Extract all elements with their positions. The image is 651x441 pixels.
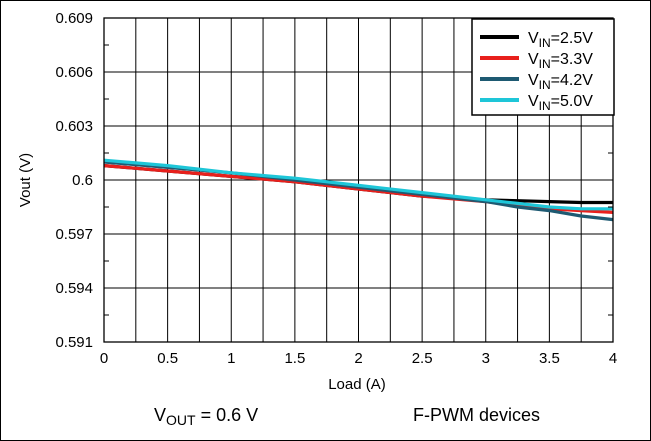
x-tick-label: 1.5 [284, 350, 305, 367]
y-tick-label: 0.609 [55, 10, 93, 27]
x-tick-label: 4 [609, 350, 617, 367]
x-tick-label: 3.5 [539, 350, 560, 367]
series-lines [103, 158, 614, 222]
x-tick-label: 2.5 [412, 350, 433, 367]
y-tick-label: 0.597 [55, 226, 93, 243]
x-tick-label: 2 [354, 350, 362, 367]
y-tick-labels: 0.591 0.594 0.597 0.6 0.603 0.606 0.609 [55, 10, 93, 351]
x-tick-labels: 0 0.5 1 1.5 2 2.5 3 3.5 4 [100, 350, 617, 367]
legend-label-2: VIN=3.3V [528, 51, 593, 71]
plot-border [103, 17, 614, 343]
series-line-2 [103, 164, 614, 214]
legend-label-4: VIN=5.0V [528, 93, 593, 113]
legend-label-1: VIN=2.5V [528, 30, 593, 50]
x-tick-label: 0.5 [157, 350, 178, 367]
y-axis-label: Vout (V) [17, 153, 34, 207]
x-tick-label: 3 [482, 350, 490, 367]
x-axis-label: Load (A) [328, 376, 386, 393]
y-tick-label: 0.603 [55, 118, 93, 135]
y-tick-label: 0.6 [72, 172, 93, 189]
y-tick-label: 0.594 [55, 280, 93, 297]
y-tick-label: 0.606 [55, 64, 93, 81]
y-tick-label: 0.591 [55, 334, 93, 351]
vout-annotation: VOUT = 0.6 V [154, 405, 258, 428]
x-tick-label: 1 [227, 350, 235, 367]
series-line-4 [103, 158, 613, 211]
x-tick-label: 0 [100, 350, 108, 367]
device-annotation: F-PWM devices [413, 405, 540, 425]
legend-label-3: VIN=4.2V [528, 72, 593, 92]
